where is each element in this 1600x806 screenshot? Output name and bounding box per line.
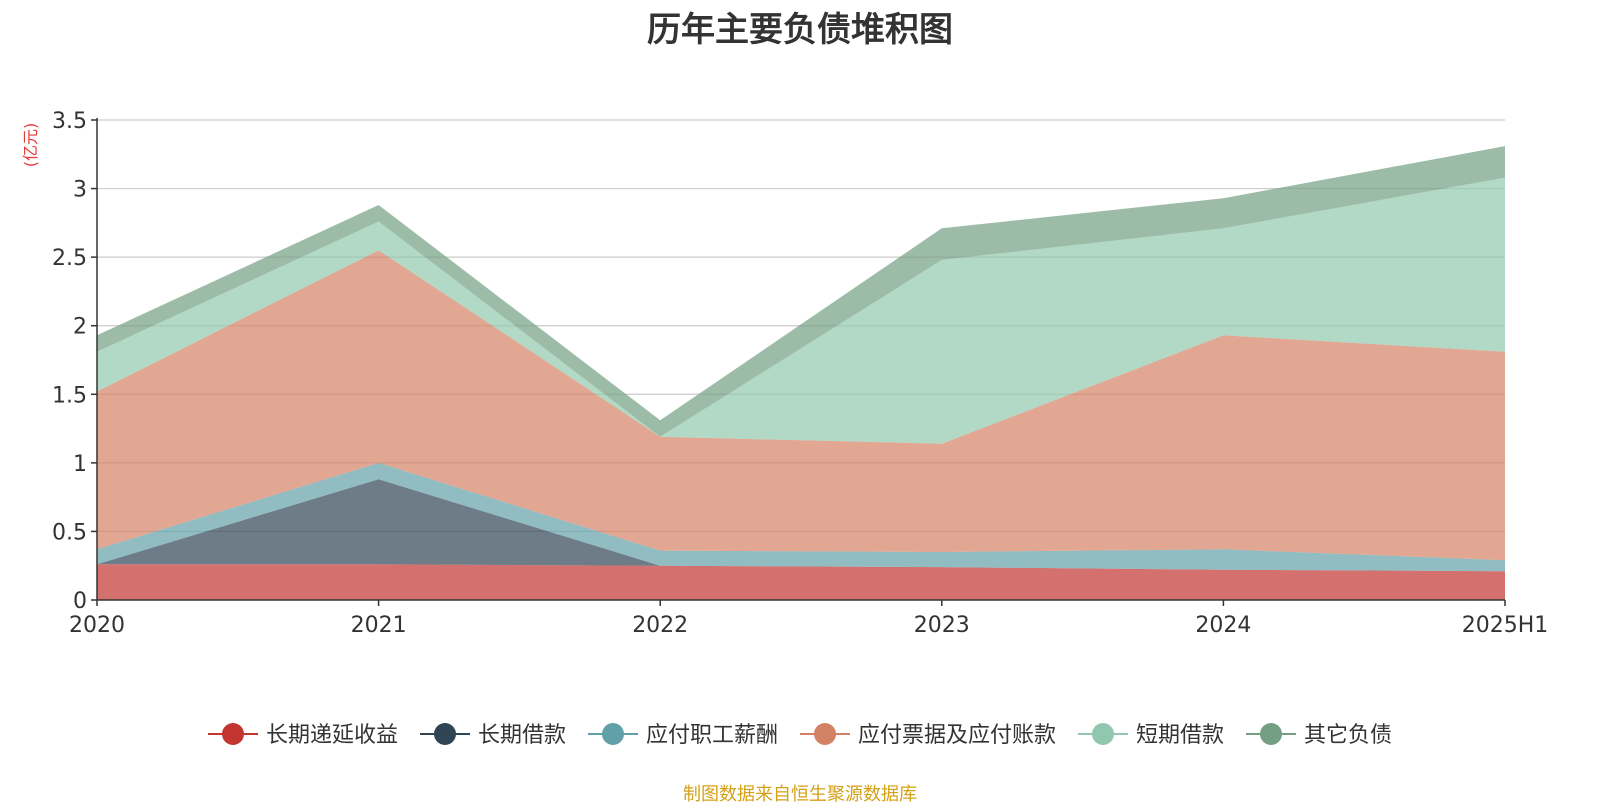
area-series-4: [97, 177, 1505, 444]
x-tick-label: 2024: [1195, 613, 1251, 638]
y-axis-unit-label: (亿元): [21, 123, 40, 168]
legend-marker-icon: [814, 723, 836, 745]
legend-marker-icon: [1260, 723, 1282, 745]
y-tick-label: 2: [73, 315, 87, 340]
y-tick-label: 0: [73, 589, 87, 614]
legend-item[interactable]: 应付票据及应付账款: [800, 723, 1056, 748]
y-tick-label: 2.5: [52, 246, 87, 271]
y-tick-label: 3: [73, 178, 87, 203]
legend-label: 长期递延收益: [266, 723, 398, 748]
y-tick-label: 1.5: [52, 383, 87, 408]
x-tick-label: 2020: [69, 613, 125, 638]
area-series-0: [97, 564, 1505, 600]
legend-item[interactable]: 短期借款: [1078, 723, 1224, 748]
area-series-1: [97, 479, 1505, 572]
y-tick-label: 1: [73, 452, 87, 477]
y-tick-label: 3.5: [52, 109, 87, 134]
legend-marker-icon: [434, 723, 456, 745]
x-tick-label: 2023: [914, 613, 970, 638]
x-tick-label: 2022: [632, 613, 688, 638]
data-source-note: 制图数据来自恒生聚源数据库: [683, 784, 917, 805]
legend-marker-icon: [602, 723, 624, 745]
area-series-3: [97, 250, 1505, 561]
legend-marker-icon: [1092, 723, 1114, 745]
legend-label: 应付票据及应付账款: [858, 723, 1056, 748]
legend-item[interactable]: 长期递延收益: [208, 723, 398, 748]
stacked-areas: [97, 146, 1505, 600]
legend-label: 应付职工薪酬: [646, 723, 778, 748]
legend-label: 其它负债: [1304, 723, 1392, 748]
x-tick-label: 2025H1: [1462, 613, 1549, 638]
y-tick-label: 0.5: [52, 520, 87, 545]
x-tick-label: 2021: [351, 613, 407, 638]
legend-item[interactable]: 应付职工薪酬: [588, 723, 778, 748]
legend: 长期递延收益 长期借款 应付职工薪酬 应付票据及应付账款 短期借款 其它负债: [208, 723, 1392, 748]
legend-label: 长期借款: [478, 723, 566, 748]
area-series-2: [97, 462, 1505, 572]
chart-title: 历年主要负债堆积图: [647, 10, 953, 50]
legend-label: 短期借款: [1136, 723, 1224, 748]
legend-item[interactable]: 长期借款: [420, 723, 566, 748]
legend-item[interactable]: 其它负债: [1246, 723, 1392, 748]
legend-marker-icon: [222, 723, 244, 745]
axes: 0 0.5 1 1.5 2 2.5 3 3.5 2020 2021 2022 2023 2024 2025…: [52, 109, 1548, 638]
area-series-5: [97, 146, 1505, 437]
